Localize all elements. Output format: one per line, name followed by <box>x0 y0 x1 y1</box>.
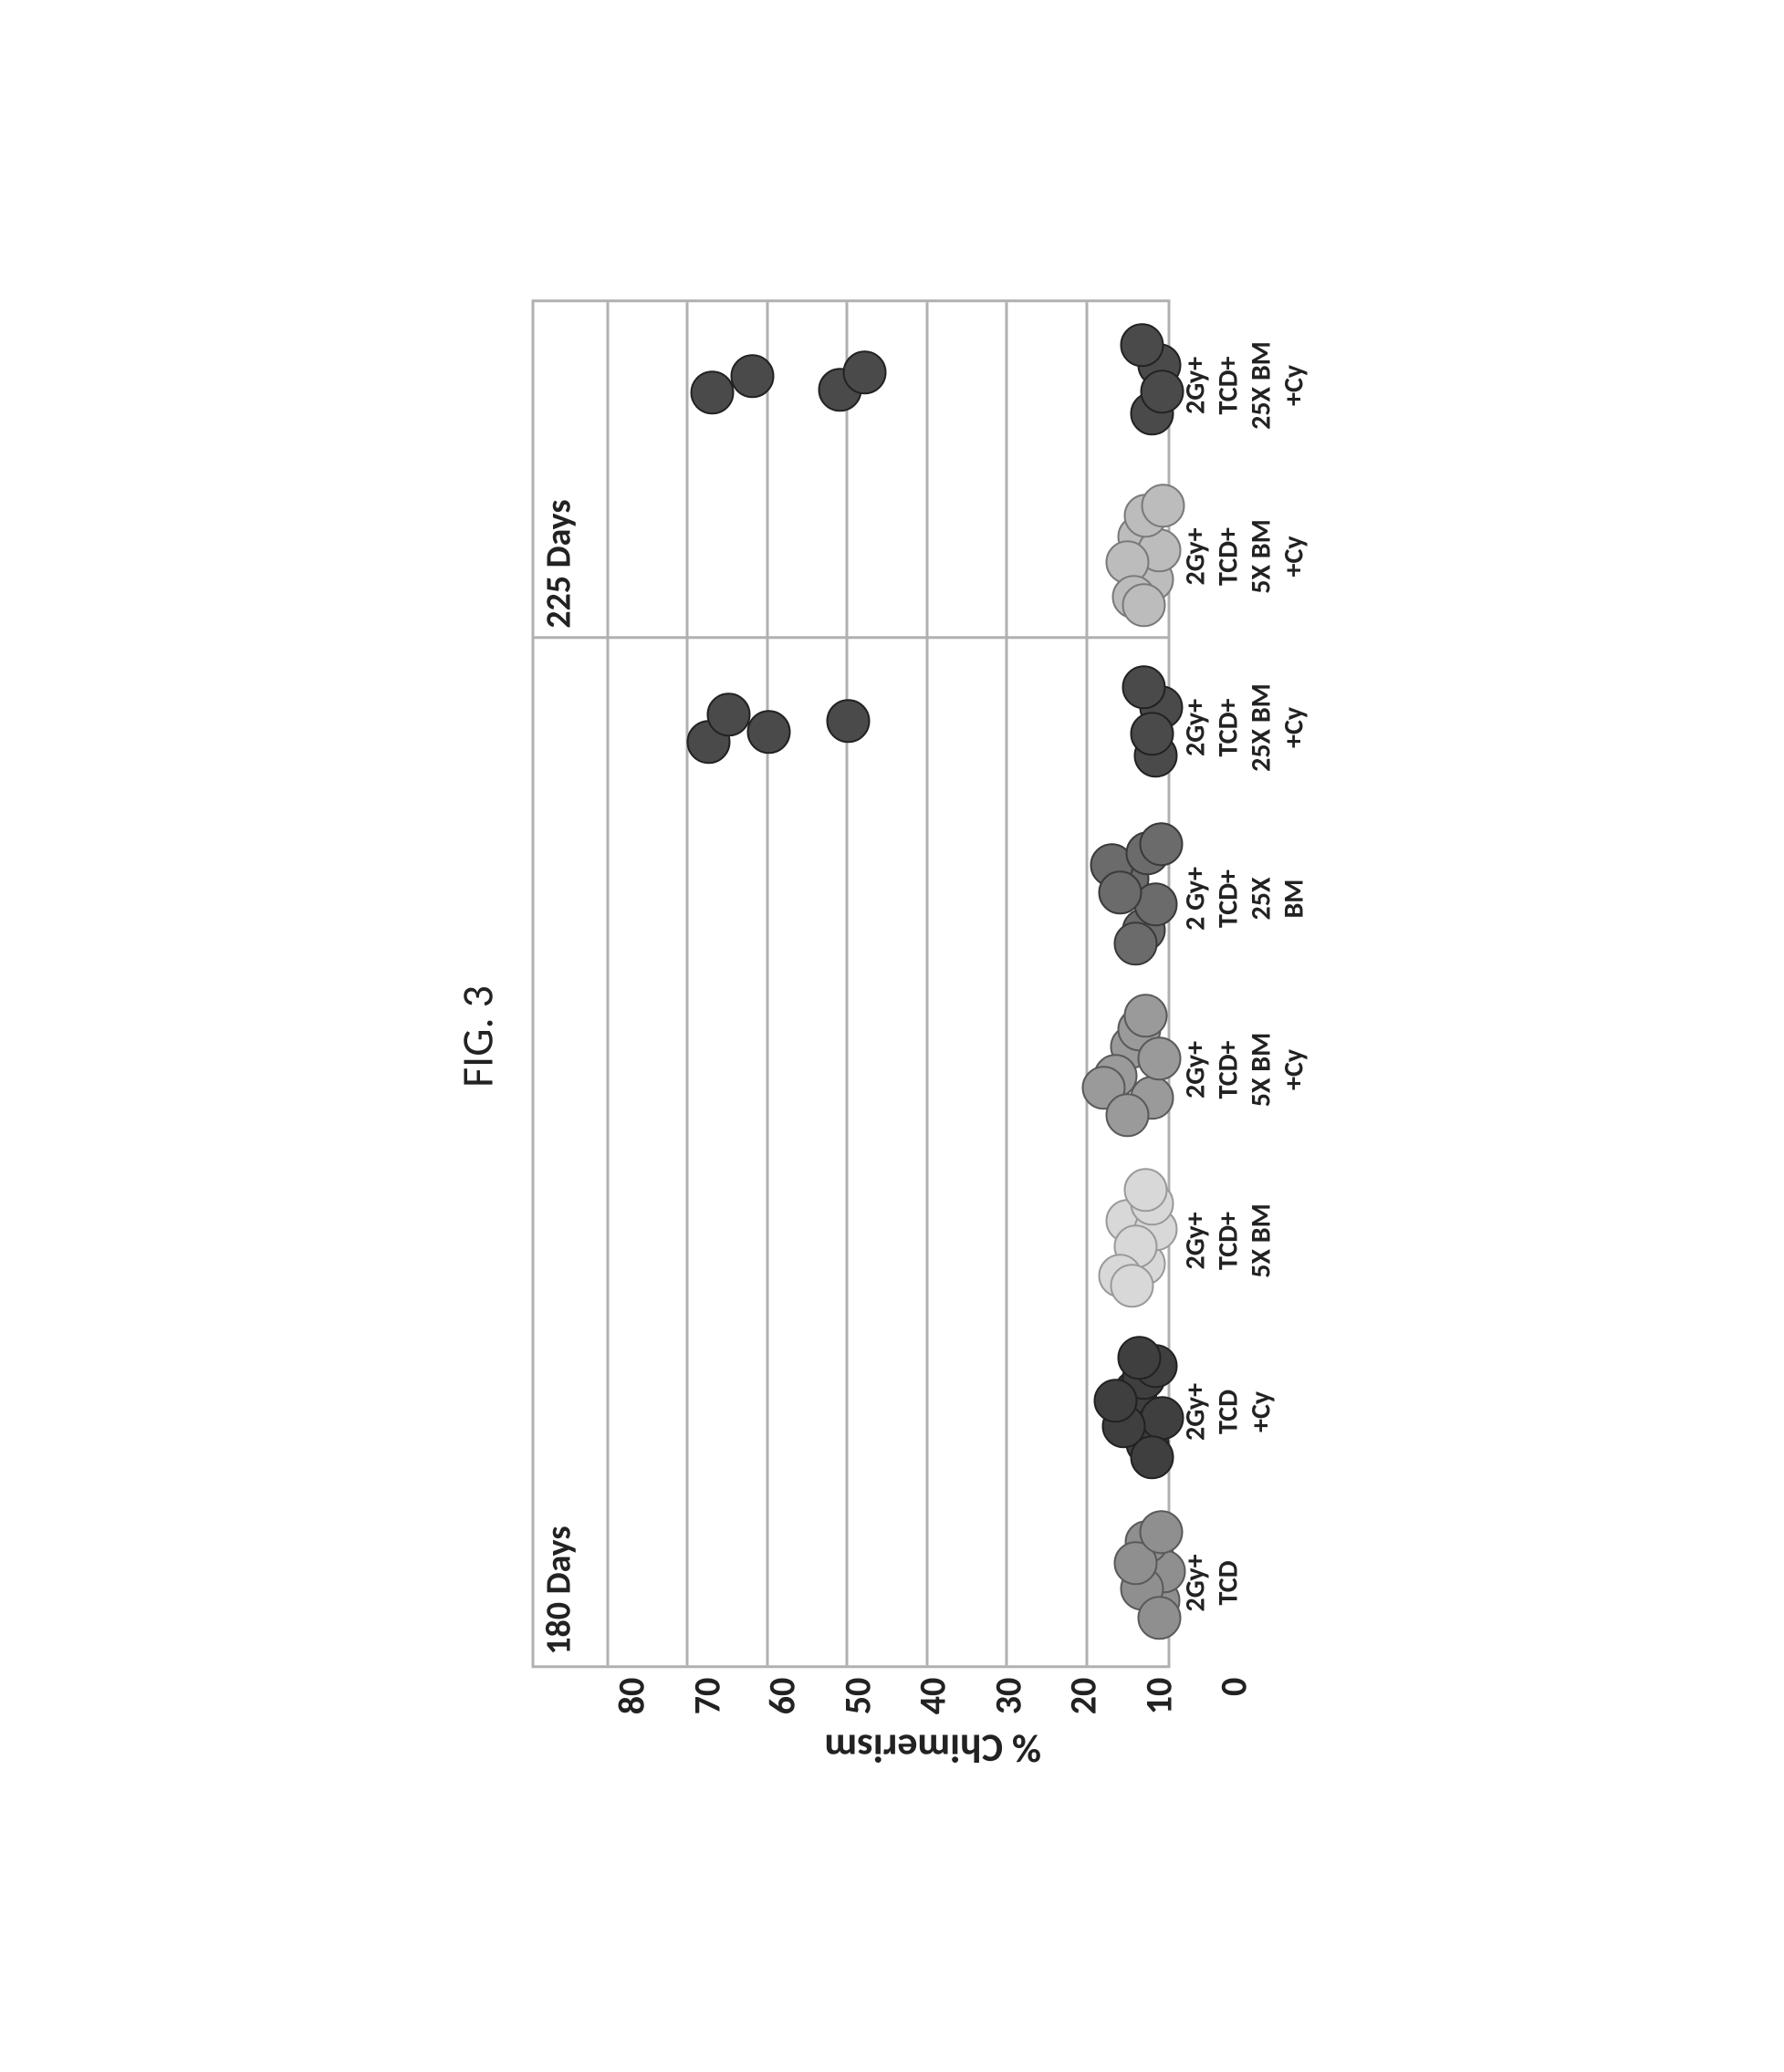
x-category-label: 2Gy+TCD+Cy <box>1179 1326 1278 1497</box>
chart-wrapper: % Chimerism 80 70 60 50 40 30 20 10 0 180 Days 22… <box>531 299 1334 1773</box>
gridline <box>1005 302 1007 1665</box>
chart-and-xlabels: 180 Days225 Days 2Gy+TCD2Gy+TCD+Cy2Gy+TC… <box>531 299 1334 1668</box>
gridline <box>925 302 928 1665</box>
data-point <box>842 350 886 394</box>
figure-label: FIG. 3 <box>450 299 504 1773</box>
x-category-label: 2Gy+TCD+5X BM+Cy <box>1179 471 1310 642</box>
y-axis-title: % Chimerism <box>824 1723 1040 1773</box>
data-point <box>1130 1434 1174 1478</box>
x-category-label: 2Gy+TCD+5X BM+Cy <box>1179 984 1310 1155</box>
y-tick-label: 10 <box>1141 1677 1177 1714</box>
data-point <box>1122 583 1165 627</box>
gridline <box>606 302 609 1665</box>
data-point <box>1122 665 1165 709</box>
panel-divider <box>534 636 1167 639</box>
panel-label: 180 Days <box>537 1525 579 1654</box>
y-tick-label: 20 <box>1065 1677 1101 1714</box>
data-point <box>1113 921 1157 965</box>
data-point <box>1120 323 1163 367</box>
gridline <box>766 302 768 1665</box>
data-point <box>1098 870 1142 914</box>
y-tick-label: 30 <box>990 1677 1027 1714</box>
x-axis-labels: 2Gy+TCD2Gy+TCD+Cy2Gy+TCD+5X BM2Gy+TCD+5X… <box>1170 299 1334 1668</box>
x-category-label: 2 Gy+TCD+25XBM <box>1179 813 1310 984</box>
y-tick-label: 50 <box>840 1677 876 1714</box>
data-point <box>730 353 774 397</box>
data-point <box>706 692 750 736</box>
data-point <box>1105 1092 1149 1136</box>
y-tick-label: 70 <box>689 1677 725 1714</box>
x-category-label: 2Gy+TCD <box>1179 1497 1245 1669</box>
x-category-label: 2Gy+TCD+5X BM <box>1179 1155 1278 1327</box>
gridline <box>1085 302 1088 1665</box>
panel-label: 225 Days <box>537 499 579 628</box>
data-point <box>746 709 790 753</box>
data-point <box>1130 711 1174 755</box>
x-category-label: 2Gy+TCD+25X BM+Cy <box>1179 641 1310 813</box>
gridline <box>685 302 688 1665</box>
y-axis-ticks: 80 70 60 50 40 30 20 10 0 <box>613 1677 1252 1714</box>
data-point <box>1110 1264 1153 1307</box>
data-point <box>1117 1336 1161 1380</box>
page: FIG. 3 % Chimerism 80 70 60 50 40 30 20 10 0 180… <box>0 0 1784 2072</box>
data-point <box>690 370 734 414</box>
x-category-label: 2Gy+TCD+25X BM+Cy <box>1179 299 1310 471</box>
y-tick-label: 40 <box>914 1677 951 1714</box>
figure-container: FIG. 3 % Chimerism 80 70 60 50 40 30 20 10 0 180… <box>450 299 1334 1773</box>
data-point <box>1123 1168 1167 1212</box>
gridline <box>845 302 848 1665</box>
data-point <box>1123 994 1167 1037</box>
data-point <box>826 699 870 743</box>
plot-area: 180 Days 225 Days <box>531 299 1170 1668</box>
y-tick-label: 80 <box>613 1677 650 1714</box>
data-point <box>1093 1379 1137 1422</box>
y-tick-label: 60 <box>764 1677 800 1714</box>
y-tick-label: 0 <box>1215 1677 1252 1714</box>
